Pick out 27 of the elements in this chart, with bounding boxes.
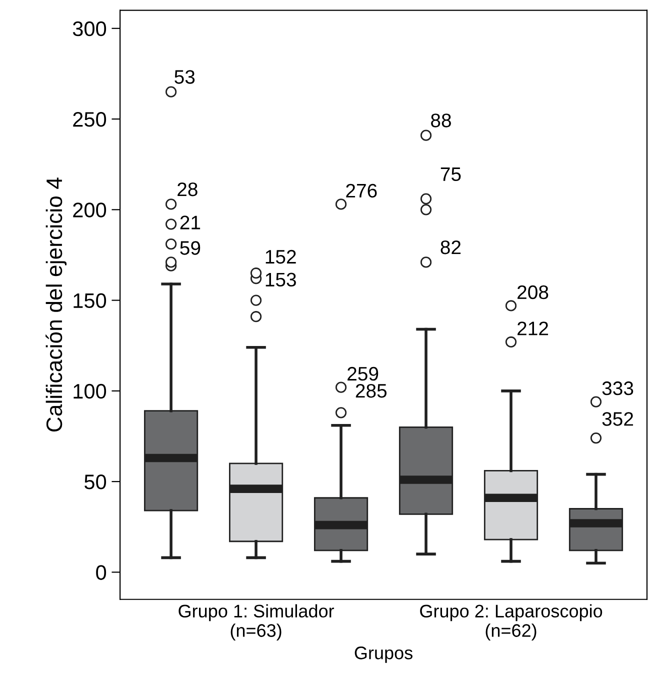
annotation: 21	[180, 216, 200, 230]
y-tick-label: 100	[74, 384, 106, 399]
annotation: 88	[431, 114, 451, 128]
annotation: 259	[348, 366, 378, 381]
y-axis-title: Calificación del ejercicio 4	[46, 178, 67, 432]
annotation: 82	[440, 240, 461, 254]
y-tick-label: 250	[73, 112, 106, 127]
annotation: 333	[602, 381, 634, 396]
annotation: 352	[602, 412, 634, 426]
annotation: 276	[346, 184, 377, 198]
x-tick-label: Grupo 1: Simulador (n=63)	[178, 604, 334, 641]
y-tick-label: 300	[72, 21, 106, 36]
annotation: 28	[178, 182, 198, 196]
y-tick-label: 50	[84, 474, 106, 490]
annotation: 53	[174, 70, 195, 84]
x-axis-title: Grupos	[354, 646, 412, 663]
annotation: 285	[356, 384, 387, 398]
y-tick-label: 150	[74, 293, 106, 308]
y-tick-label: 200	[73, 202, 106, 218]
annotation: 212	[518, 322, 548, 336]
annotation: 208	[518, 285, 548, 300]
annotation: 153	[266, 272, 296, 287]
annotation: 59	[180, 241, 200, 255]
y-tick-label: 0	[96, 565, 106, 580]
annotation: 152	[266, 250, 296, 264]
x-tick-label: Grupo 2: Laparoscopio (n=62)	[420, 604, 602, 641]
annotation: 75	[440, 167, 461, 182]
